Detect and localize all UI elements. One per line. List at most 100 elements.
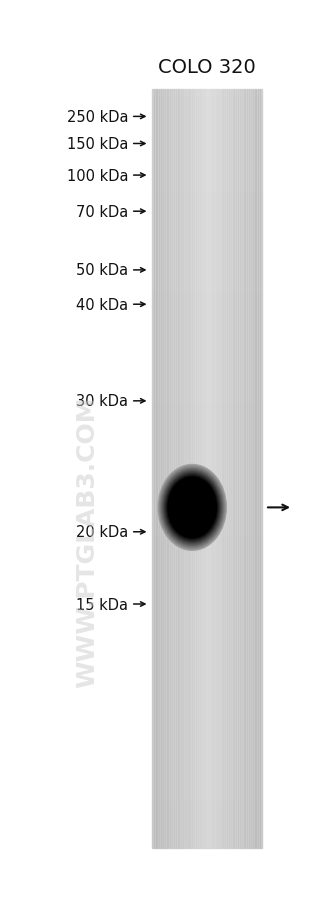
Bar <box>152 106 262 108</box>
Bar <box>152 431 262 434</box>
Bar <box>152 391 262 393</box>
Bar <box>152 570 262 573</box>
Bar <box>152 575 262 577</box>
Bar <box>152 649 262 651</box>
Bar <box>152 222 262 224</box>
Bar <box>152 633 262 636</box>
Bar <box>214 90 216 848</box>
Bar <box>154 90 156 848</box>
Bar <box>161 90 163 848</box>
Bar <box>255 90 256 848</box>
Bar <box>152 153 262 156</box>
Bar <box>152 671 262 674</box>
Bar <box>168 90 170 848</box>
Bar <box>152 214 262 216</box>
Ellipse shape <box>181 493 204 522</box>
Bar <box>152 469 262 472</box>
Bar <box>238 90 240 848</box>
Bar <box>246 90 247 848</box>
Bar <box>222 90 224 848</box>
Bar <box>152 577 262 580</box>
Bar <box>152 661 262 664</box>
Bar <box>152 494 262 497</box>
Bar <box>152 474 262 476</box>
Bar <box>183 90 185 848</box>
Bar <box>152 413 262 416</box>
Bar <box>152 548 262 550</box>
Bar <box>152 722 262 724</box>
Ellipse shape <box>192 507 193 509</box>
Bar <box>152 653 262 656</box>
Bar <box>152 803 262 805</box>
Ellipse shape <box>176 488 208 528</box>
Bar <box>163 90 165 848</box>
Ellipse shape <box>159 465 226 550</box>
Ellipse shape <box>184 498 200 518</box>
Bar <box>152 623 262 626</box>
Bar <box>152 419 262 421</box>
Bar <box>152 615 262 618</box>
Bar <box>152 674 262 676</box>
Bar <box>212 90 214 848</box>
Bar <box>152 517 262 520</box>
Bar <box>152 159 262 161</box>
Bar <box>152 800 262 803</box>
Bar <box>152 767 262 769</box>
Bar <box>152 787 262 790</box>
Bar <box>152 765 262 767</box>
Bar <box>152 267 262 270</box>
Bar <box>152 236 262 239</box>
Bar <box>152 446 262 449</box>
Ellipse shape <box>168 478 216 538</box>
Text: 40 kDa: 40 kDa <box>76 298 128 312</box>
Bar <box>152 371 262 373</box>
Bar <box>152 560 262 563</box>
Bar <box>247 90 249 848</box>
Bar <box>152 151 262 153</box>
Bar <box>152 535 262 538</box>
Bar <box>232 90 234 848</box>
Bar <box>152 639 262 640</box>
Bar <box>152 191 262 194</box>
Bar <box>152 754 262 757</box>
Bar <box>152 247 262 249</box>
Bar <box>152 224 262 226</box>
Bar <box>202 90 203 848</box>
Bar <box>152 176 262 179</box>
Bar <box>152 211 262 214</box>
Bar <box>187 90 188 848</box>
Bar <box>152 628 262 630</box>
Bar <box>152 646 262 649</box>
Bar <box>152 492 262 494</box>
Bar <box>152 740 262 741</box>
Ellipse shape <box>166 474 219 541</box>
Ellipse shape <box>185 499 200 517</box>
Ellipse shape <box>175 485 210 530</box>
Bar <box>152 640 262 643</box>
Bar <box>152 550 262 552</box>
Bar <box>152 772 262 775</box>
Bar <box>229 90 231 848</box>
Bar <box>152 444 262 446</box>
Bar <box>152 133 262 135</box>
Bar <box>152 823 262 825</box>
Bar <box>152 664 262 666</box>
Bar <box>200 90 202 848</box>
Ellipse shape <box>159 466 225 549</box>
Bar <box>152 327 262 330</box>
Bar <box>152 166 262 169</box>
Bar <box>152 590 262 593</box>
Bar <box>152 790 262 792</box>
Bar <box>152 181 262 184</box>
Bar <box>152 676 262 678</box>
Ellipse shape <box>165 474 219 542</box>
Bar <box>152 815 262 817</box>
Bar <box>152 709 262 712</box>
Bar <box>152 131 262 133</box>
Bar <box>152 828 262 830</box>
Bar <box>152 90 262 93</box>
Bar <box>152 115 262 118</box>
Bar <box>152 383 262 386</box>
Bar <box>244 90 246 848</box>
Bar <box>152 428 262 431</box>
